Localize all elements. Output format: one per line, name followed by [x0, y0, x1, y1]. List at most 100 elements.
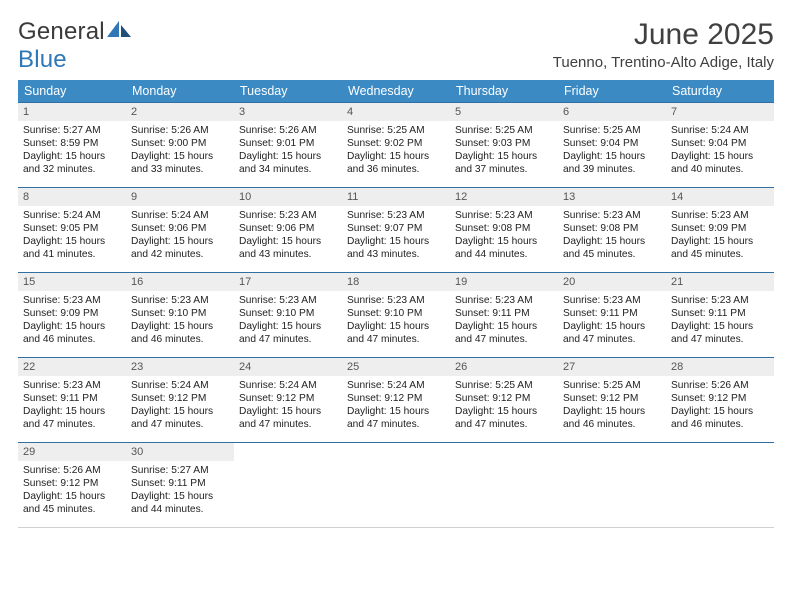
- sunrise-line: Sunrise: 5:24 AM: [131, 209, 229, 222]
- header: General Blue June 2025 Tuenno, Trentino-…: [18, 18, 774, 74]
- sunrise-line: Sunrise: 5:26 AM: [131, 124, 229, 137]
- date-number: 9: [126, 188, 234, 206]
- date-number: 2: [126, 103, 234, 121]
- date-number: 23: [126, 358, 234, 376]
- brand-line1: General: [18, 18, 105, 45]
- sunset-line: Sunset: 9:10 PM: [239, 307, 337, 320]
- sunrise-line: Sunrise: 5:23 AM: [347, 294, 445, 307]
- daylight-line: Daylight: 15 hours and 46 minutes.: [563, 405, 661, 431]
- date-number: 10: [234, 188, 342, 206]
- calendar: SundayMondayTuesdayWednesdayThursdayFrid…: [18, 80, 774, 528]
- calendar-cell: 29Sunrise: 5:26 AMSunset: 9:12 PMDayligh…: [18, 443, 126, 527]
- calendar-cell: [666, 443, 774, 527]
- brand-line2: Blue: [18, 46, 67, 73]
- date-number: 18: [342, 273, 450, 291]
- weekday-header: Sunday: [18, 80, 126, 102]
- calendar-cell: [234, 443, 342, 527]
- sunrise-line: Sunrise: 5:25 AM: [455, 379, 553, 392]
- sunrise-line: Sunrise: 5:26 AM: [671, 379, 769, 392]
- sunrise-line: Sunrise: 5:24 AM: [671, 124, 769, 137]
- location: Tuenno, Trentino-Alto Adige, Italy: [553, 54, 774, 71]
- daylight-line: Daylight: 15 hours and 47 minutes.: [347, 320, 445, 346]
- sunset-line: Sunset: 9:12 PM: [347, 392, 445, 405]
- sunset-line: Sunset: 9:12 PM: [563, 392, 661, 405]
- daylight-line: Daylight: 15 hours and 47 minutes.: [671, 320, 769, 346]
- month-title: June 2025: [553, 18, 774, 52]
- date-number: 3: [234, 103, 342, 121]
- calendar-cell: 7Sunrise: 5:24 AMSunset: 9:04 PMDaylight…: [666, 103, 774, 187]
- calendar-cell: 26Sunrise: 5:25 AMSunset: 9:12 PMDayligh…: [450, 358, 558, 442]
- calendar-cell: 15Sunrise: 5:23 AMSunset: 9:09 PMDayligh…: [18, 273, 126, 357]
- date-number: 13: [558, 188, 666, 206]
- date-number: 8: [18, 188, 126, 206]
- sunset-line: Sunset: 9:10 PM: [347, 307, 445, 320]
- sunset-line: Sunset: 9:12 PM: [455, 392, 553, 405]
- date-number: 15: [18, 273, 126, 291]
- sunrise-line: Sunrise: 5:25 AM: [455, 124, 553, 137]
- calendar-page: General Blue June 2025 Tuenno, Trentino-…: [0, 0, 792, 612]
- daylight-line: Daylight: 15 hours and 42 minutes.: [131, 235, 229, 261]
- date-number: 20: [558, 273, 666, 291]
- daylight-line: Daylight: 15 hours and 39 minutes.: [563, 150, 661, 176]
- daylight-line: Daylight: 15 hours and 33 minutes.: [131, 150, 229, 176]
- daylight-line: Daylight: 15 hours and 47 minutes.: [563, 320, 661, 346]
- calendar-cell: 16Sunrise: 5:23 AMSunset: 9:10 PMDayligh…: [126, 273, 234, 357]
- date-number: 21: [666, 273, 774, 291]
- sunrise-line: Sunrise: 5:26 AM: [239, 124, 337, 137]
- brand-text: General Blue: [18, 18, 133, 74]
- calendar-cell: 3Sunrise: 5:26 AMSunset: 9:01 PMDaylight…: [234, 103, 342, 187]
- sunrise-line: Sunrise: 5:26 AM: [23, 464, 121, 477]
- calendar-week: 1Sunrise: 5:27 AMSunset: 8:59 PMDaylight…: [18, 102, 774, 187]
- calendar-cell: 19Sunrise: 5:23 AMSunset: 9:11 PMDayligh…: [450, 273, 558, 357]
- calendar-week: 15Sunrise: 5:23 AMSunset: 9:09 PMDayligh…: [18, 272, 774, 357]
- date-number: 25: [342, 358, 450, 376]
- daylight-line: Daylight: 15 hours and 45 minutes.: [23, 490, 121, 516]
- sunset-line: Sunset: 9:10 PM: [131, 307, 229, 320]
- sunset-line: Sunset: 9:04 PM: [563, 137, 661, 150]
- daylight-line: Daylight: 15 hours and 47 minutes.: [455, 320, 553, 346]
- date-number: 26: [450, 358, 558, 376]
- sunset-line: Sunset: 9:11 PM: [131, 477, 229, 490]
- date-number: 11: [342, 188, 450, 206]
- daylight-line: Daylight: 15 hours and 43 minutes.: [239, 235, 337, 261]
- sunrise-line: Sunrise: 5:24 AM: [23, 209, 121, 222]
- daylight-line: Daylight: 15 hours and 36 minutes.: [347, 150, 445, 176]
- date-number: 7: [666, 103, 774, 121]
- calendar-cell: 11Sunrise: 5:23 AMSunset: 9:07 PMDayligh…: [342, 188, 450, 272]
- daylight-line: Daylight: 15 hours and 47 minutes.: [23, 405, 121, 431]
- daylight-line: Daylight: 15 hours and 45 minutes.: [563, 235, 661, 261]
- daylight-line: Daylight: 15 hours and 41 minutes.: [23, 235, 121, 261]
- date-number: 14: [666, 188, 774, 206]
- calendar-cell: 1Sunrise: 5:27 AMSunset: 8:59 PMDaylight…: [18, 103, 126, 187]
- sunset-line: Sunset: 9:01 PM: [239, 137, 337, 150]
- daylight-line: Daylight: 15 hours and 37 minutes.: [455, 150, 553, 176]
- daylight-line: Daylight: 15 hours and 46 minutes.: [23, 320, 121, 346]
- calendar-cell: 8Sunrise: 5:24 AMSunset: 9:05 PMDaylight…: [18, 188, 126, 272]
- daylight-line: Daylight: 15 hours and 47 minutes.: [131, 405, 229, 431]
- weekday-header: Friday: [558, 80, 666, 102]
- daylight-line: Daylight: 15 hours and 40 minutes.: [671, 150, 769, 176]
- calendar-cell: [342, 443, 450, 527]
- brand-logo: General Blue: [18, 18, 133, 74]
- sunrise-line: Sunrise: 5:23 AM: [455, 294, 553, 307]
- sunset-line: Sunset: 9:03 PM: [455, 137, 553, 150]
- sunrise-line: Sunrise: 5:25 AM: [347, 124, 445, 137]
- sunrise-line: Sunrise: 5:23 AM: [239, 209, 337, 222]
- weekday-header: Tuesday: [234, 80, 342, 102]
- date-number: 1: [18, 103, 126, 121]
- calendar-cell: 2Sunrise: 5:26 AMSunset: 9:00 PMDaylight…: [126, 103, 234, 187]
- calendar-cell: 23Sunrise: 5:24 AMSunset: 9:12 PMDayligh…: [126, 358, 234, 442]
- sunset-line: Sunset: 9:11 PM: [671, 307, 769, 320]
- calendar-cell: 5Sunrise: 5:25 AMSunset: 9:03 PMDaylight…: [450, 103, 558, 187]
- daylight-line: Daylight: 15 hours and 32 minutes.: [23, 150, 121, 176]
- daylight-line: Daylight: 15 hours and 44 minutes.: [131, 490, 229, 516]
- sunrise-line: Sunrise: 5:24 AM: [239, 379, 337, 392]
- sunrise-line: Sunrise: 5:23 AM: [671, 294, 769, 307]
- weekday-header: Saturday: [666, 80, 774, 102]
- sunrise-line: Sunrise: 5:25 AM: [563, 379, 661, 392]
- sunrise-line: Sunrise: 5:23 AM: [455, 209, 553, 222]
- calendar-cell: 22Sunrise: 5:23 AMSunset: 9:11 PMDayligh…: [18, 358, 126, 442]
- date-number: 30: [126, 443, 234, 461]
- calendar-cell: [558, 443, 666, 527]
- weekday-header: Monday: [126, 80, 234, 102]
